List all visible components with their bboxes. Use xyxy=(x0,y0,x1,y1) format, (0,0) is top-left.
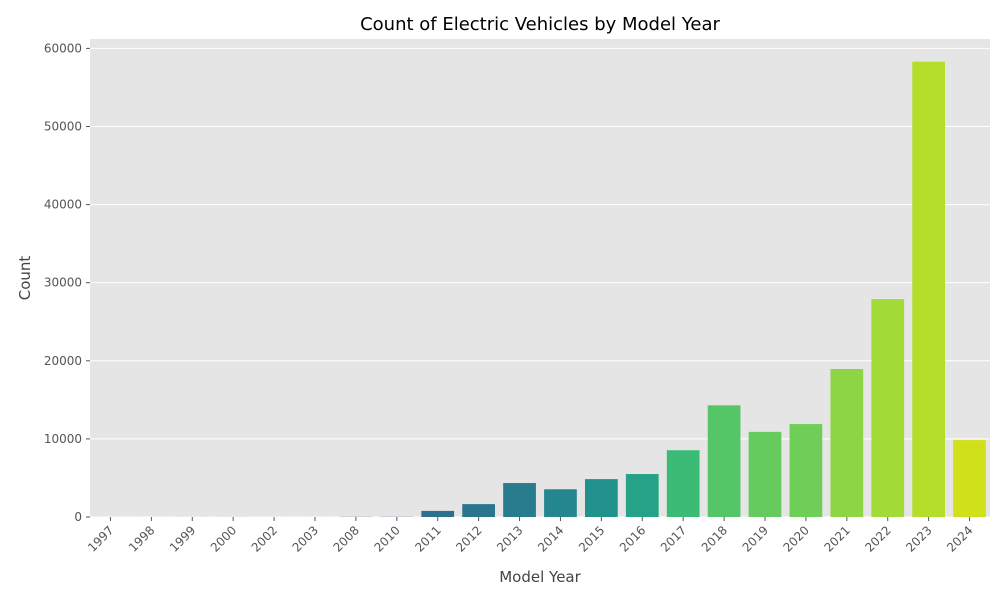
x-tick-label: 1998 xyxy=(126,523,157,554)
x-tick-label: 2011 xyxy=(412,523,443,554)
y-axis: 0 10000 20000 30000 40000 50000 60000 xyxy=(44,41,90,524)
x-tick-label: 2003 xyxy=(290,523,321,554)
bar-2012 xyxy=(462,504,495,517)
bar-2015 xyxy=(585,479,618,517)
x-tick-label: 2002 xyxy=(249,523,280,554)
x-tick-label: 2023 xyxy=(903,523,934,554)
y-tick-label: 20000 xyxy=(44,354,82,368)
y-tick-label: 50000 xyxy=(44,119,82,133)
x-tick-label: 2018 xyxy=(699,523,730,554)
x-tick-label: 2014 xyxy=(535,523,566,554)
x-tick-label: 2013 xyxy=(494,523,525,554)
y-tick-label: 0 xyxy=(74,510,82,524)
y-tick-label: 40000 xyxy=(44,198,82,212)
bar-2021 xyxy=(830,368,864,517)
x-tick-label: 2022 xyxy=(862,523,893,554)
bar-2019 xyxy=(748,431,782,517)
x-axis: 1997 1998 1999 2000 2002 2003 2008 2010 2011 2012… xyxy=(85,517,976,555)
x-tick-label: 2012 xyxy=(453,523,484,554)
x-tick-label: 2000 xyxy=(208,523,239,554)
chart-title: Count of Electric Vehicles by Model Year xyxy=(360,14,720,35)
y-axis-label: Count xyxy=(16,256,34,301)
bars xyxy=(94,61,986,517)
x-tick-label: 2010 xyxy=(371,523,402,554)
bar-2016 xyxy=(625,474,659,517)
bar-2011 xyxy=(421,510,455,517)
y-tick-label: 10000 xyxy=(44,432,82,446)
x-tick-label: 2016 xyxy=(617,523,648,554)
y-tick-label: 30000 xyxy=(44,276,82,290)
x-tick-label: 2008 xyxy=(331,523,362,554)
bar-2018 xyxy=(707,405,741,517)
x-tick-label: 1999 xyxy=(167,523,198,554)
x-axis-label: Model Year xyxy=(499,568,581,586)
bar-2020 xyxy=(789,424,823,517)
x-tick-label: 1997 xyxy=(85,523,116,554)
x-tick-label: 2015 xyxy=(576,523,607,554)
bar-2017 xyxy=(666,450,700,517)
bar-2013 xyxy=(503,483,536,517)
x-tick-label: 2024 xyxy=(944,523,975,554)
x-tick-label: 2020 xyxy=(781,523,812,554)
bar-2023 xyxy=(912,61,945,517)
y-tick-label: 60000 xyxy=(44,41,82,55)
bar-2022 xyxy=(871,299,905,517)
x-tick-label: 2017 xyxy=(658,523,689,554)
bar-2024 xyxy=(953,440,986,517)
bar-2014 xyxy=(544,489,577,517)
x-tick-label: 2019 xyxy=(740,523,771,554)
x-tick-label: 2021 xyxy=(821,523,852,554)
